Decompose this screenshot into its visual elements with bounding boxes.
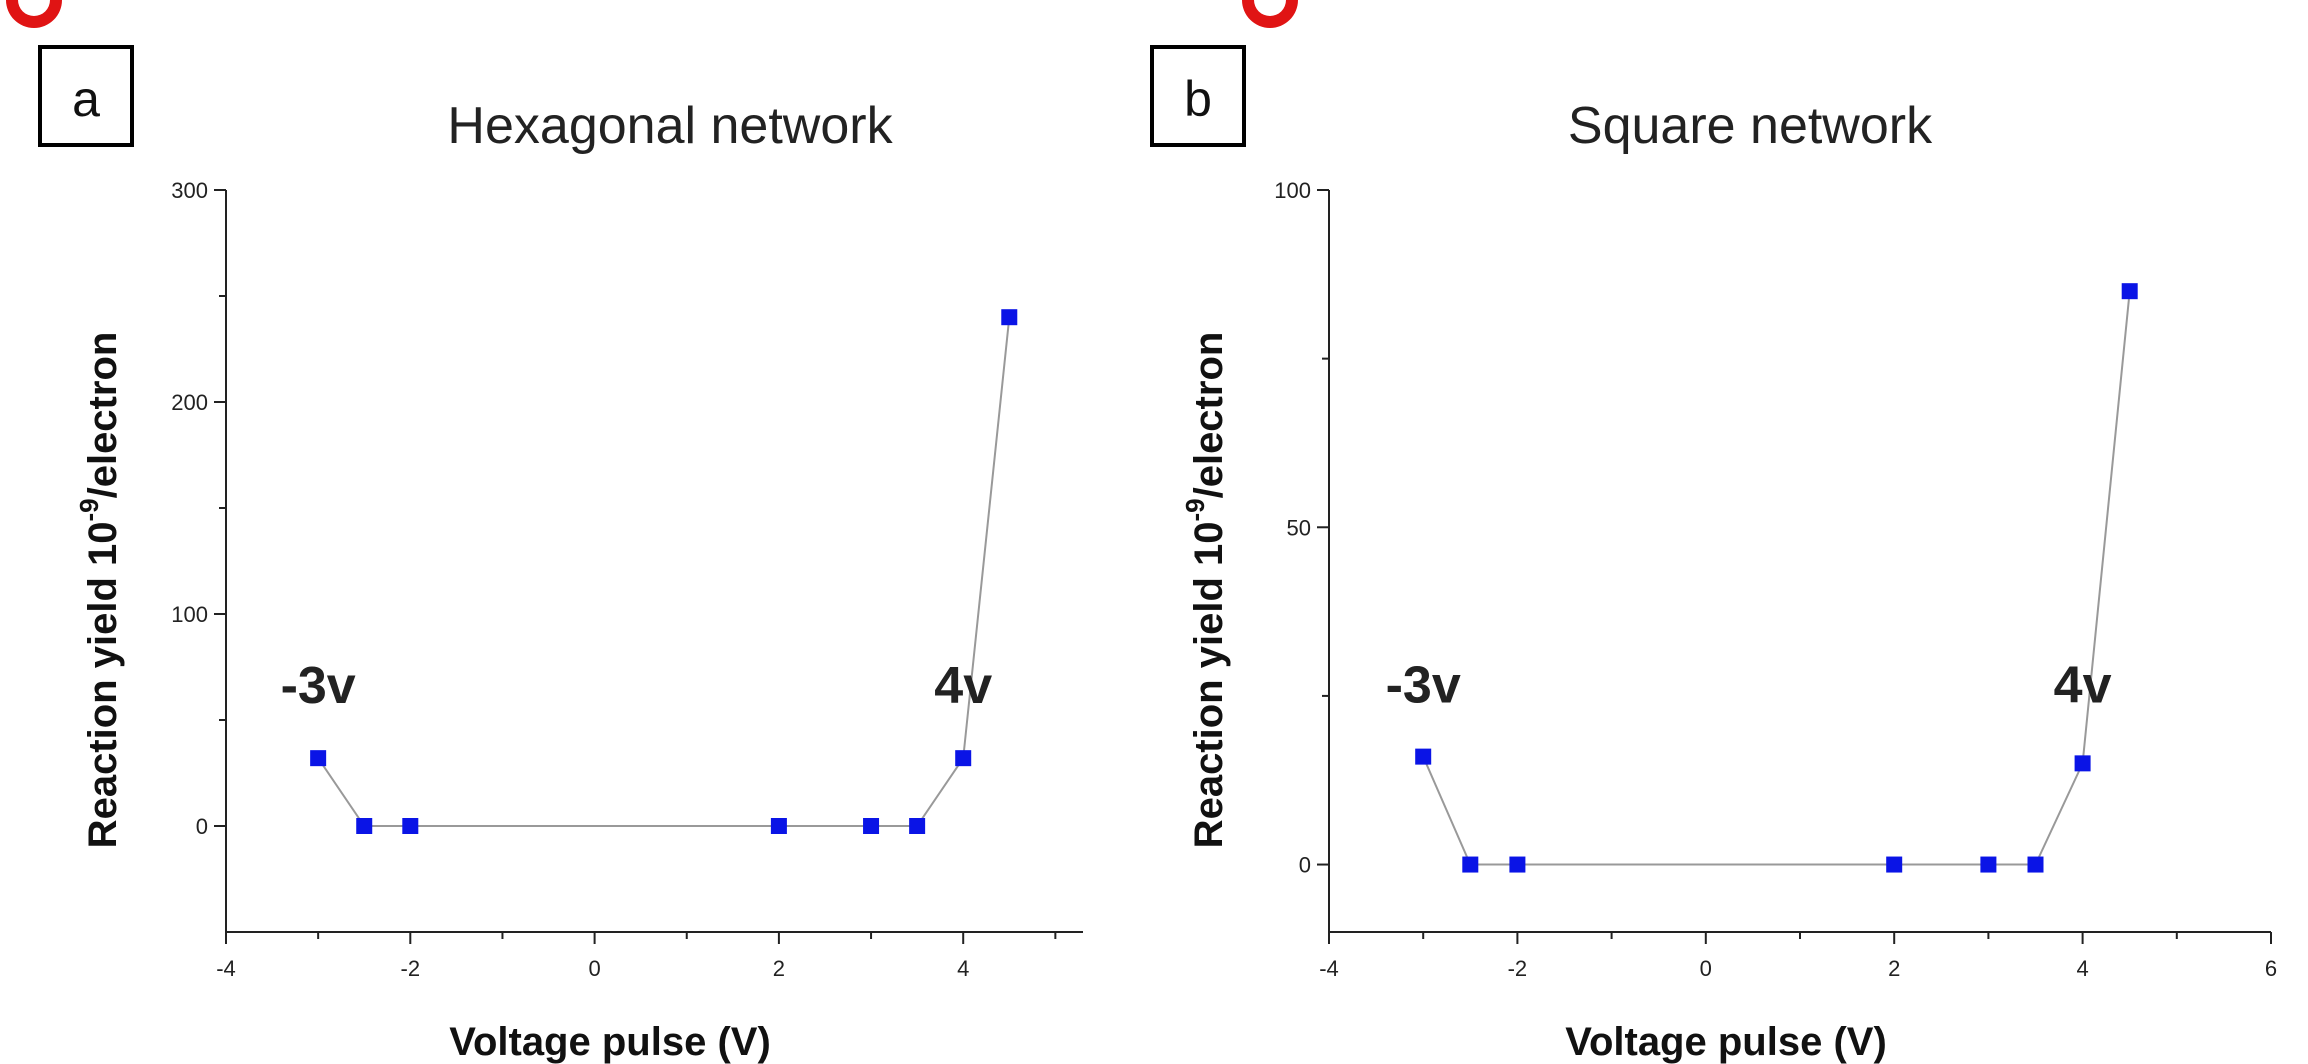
y-tick-label: 0 (196, 814, 208, 839)
data-point (863, 818, 880, 834)
x-tick-label: -4 (1319, 956, 1339, 981)
panel-b-xlabel: Voltage pulse (V) (1565, 1020, 1887, 1064)
panel-a: a Hexagonal network Reaction yield 10-9/… (38, 45, 1083, 1064)
annotation-label: -3v (1386, 657, 1461, 715)
x-tick-label: 4 (957, 956, 969, 981)
panel-b-label: b (1184, 71, 1212, 127)
data-point (402, 818, 419, 834)
data-point (2121, 283, 2138, 300)
panel-b-title: Square network (1568, 97, 1933, 155)
panel-a-plot: -4 -2 0 2 4 0 100 200 300 -3v 4v (171, 178, 1083, 981)
panel-b-plot: -4 -2 0 2 4 6 0 50 100 -3v 4v (1274, 178, 2277, 981)
panel-a-ylabel: Reaction yield 10-9/electron (74, 332, 125, 849)
x-tick-label: 0 (588, 956, 600, 981)
annotation-label: -3v (281, 657, 356, 715)
x-tick-label: -2 (401, 956, 421, 981)
data-point (356, 818, 373, 834)
partial-glyph-right (1242, 0, 1298, 28)
y-tick-label: 0 (1299, 853, 1311, 878)
data-point (1462, 856, 1479, 873)
data-point (2074, 755, 2091, 772)
panel-a-label-box (38, 45, 134, 147)
svg-text:Reaction yield 10-9/electron: Reaction yield 10-9/electron (74, 332, 125, 849)
y-tick-label: 200 (171, 390, 208, 415)
data-point (909, 818, 926, 834)
x-tick-label: 4 (2076, 956, 2088, 981)
y-tick-label: 100 (171, 602, 208, 627)
x-tick-label: 0 (1700, 956, 1712, 981)
x-tick-label: 2 (773, 956, 785, 981)
annotation-label: 4v (934, 657, 992, 715)
y-tick-label: 300 (171, 178, 208, 203)
data-point (1415, 748, 1432, 765)
data-point (1001, 309, 1018, 326)
data-point (1509, 856, 1526, 873)
y-tick-label: 50 (1287, 515, 1311, 540)
y-tick-label: 100 (1274, 178, 1311, 203)
series-line (1422, 291, 2131, 866)
x-tick-label: 2 (1888, 956, 1900, 981)
partial-glyph-left (6, 0, 62, 28)
data-point (2027, 856, 2044, 873)
panel-a-title: Hexagonal network (447, 97, 893, 155)
data-point (955, 750, 972, 767)
panel-b-ylabel: Reaction yield 10-9/electron (1180, 332, 1231, 849)
x-tick-label: -2 (1508, 956, 1528, 981)
data-point (310, 750, 327, 767)
panel-b-label-box (1150, 45, 1246, 147)
data-point (770, 818, 787, 834)
annotation-label: 4v (2054, 657, 2112, 715)
panel-a-xlabel: Voltage pulse (V) (449, 1020, 771, 1064)
panel-a-label: a (72, 71, 100, 127)
x-tick-label: 6 (2265, 956, 2277, 981)
svg-text:Reaction yield 10-9/electron: Reaction yield 10-9/electron (1180, 332, 1231, 849)
x-tick-label: -4 (216, 956, 236, 981)
panel-b: b Square network Reaction yield 10-9/ele… (1150, 45, 2277, 1064)
data-point (1980, 856, 1997, 873)
data-point (1886, 856, 1903, 873)
series-line (317, 317, 1011, 827)
